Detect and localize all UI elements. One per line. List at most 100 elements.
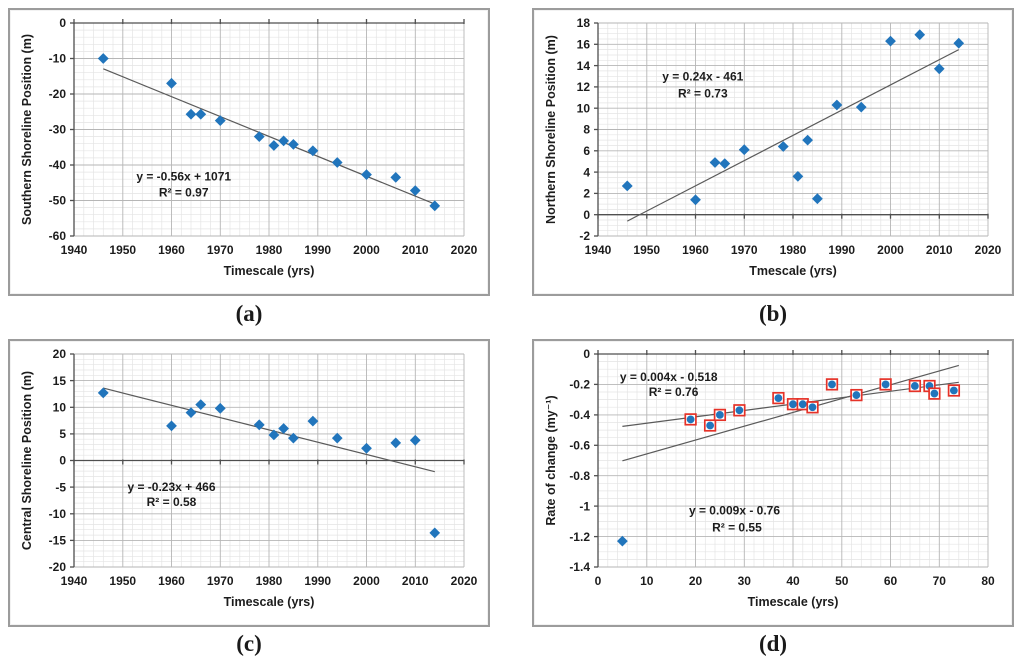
svg-text:2010: 2010 <box>402 574 429 588</box>
svg-text:0: 0 <box>595 574 602 588</box>
caption-d: (d) <box>758 631 788 656</box>
svg-text:14: 14 <box>577 59 591 73</box>
svg-text:-20: -20 <box>49 87 67 101</box>
svg-text:2000: 2000 <box>353 243 380 257</box>
svg-text:y = -0.56x + 1071: y = -0.56x + 1071 <box>136 169 231 183</box>
svg-text:1950: 1950 <box>633 243 660 257</box>
svg-text:1940: 1940 <box>585 243 612 257</box>
svg-text:1960: 1960 <box>682 243 709 257</box>
svg-text:R² = 0.73: R² = 0.73 <box>678 86 728 100</box>
chart-panel-central-shoreline: 1940 1950 1960 1970 1980 1990 2000 2010 2020 -20-… <box>8 339 490 627</box>
chart-panel-southern-shoreline: 1940 1950 1960 1970 1980 1990 2000 2010 2020 -60 -… <box>8 8 490 296</box>
svg-text:2: 2 <box>583 187 590 201</box>
svg-text:-2: -2 <box>579 229 590 243</box>
svg-text:0: 0 <box>583 208 590 222</box>
svg-text:2010: 2010 <box>926 243 953 257</box>
svg-text:1990: 1990 <box>304 243 331 257</box>
svg-text:Rate of change (my⁻¹): Rate of change (my⁻¹) <box>544 395 558 525</box>
svg-text:y = 0.004x - 0.518: y = 0.004x - 0.518 <box>620 370 718 384</box>
svg-text:Timescale (yrs): Timescale (yrs) <box>224 595 315 609</box>
svg-text:-0.6: -0.6 <box>569 438 590 452</box>
svg-text:1980: 1980 <box>256 243 283 257</box>
svg-text:-5: -5 <box>55 480 66 494</box>
svg-text:-10: -10 <box>49 52 67 66</box>
svg-text:1970: 1970 <box>207 574 234 588</box>
svg-text:Central Shoreline Position (m): Central Shoreline Position (m) <box>20 371 34 550</box>
scatter-chart-central-shoreline: 1940 1950 1960 1970 1980 1990 2000 2010 2020-20-… <box>20 347 478 609</box>
svg-text:10: 10 <box>577 101 591 115</box>
svg-text:1970: 1970 <box>207 243 234 257</box>
svg-text:0: 0 <box>59 16 66 30</box>
caption-a: (a) <box>235 301 263 326</box>
svg-text:1980: 1980 <box>256 574 283 588</box>
svg-text:2020: 2020 <box>451 243 478 257</box>
svg-text:-1.2: -1.2 <box>569 530 590 544</box>
svg-text:1950: 1950 <box>109 574 136 588</box>
svg-text:4: 4 <box>583 165 590 179</box>
svg-text:6: 6 <box>583 144 590 158</box>
svg-text:1960: 1960 <box>158 574 185 588</box>
svg-text:5: 5 <box>59 427 66 441</box>
svg-text:-1: -1 <box>579 499 590 513</box>
scatter-chart-rate-of-change: 0 10 20 30 40 50 60 70 80 -1.4 -1.2 -1 -0.8 -0.6 -0.4 -… <box>544 347 995 609</box>
svg-text:1950: 1950 <box>109 243 136 257</box>
svg-text:2000: 2000 <box>877 243 904 257</box>
svg-text:-10: -10 <box>49 507 67 521</box>
svg-text:2010: 2010 <box>402 243 429 257</box>
svg-text:80: 80 <box>981 574 995 588</box>
svg-text:Timescale (yrs): Timescale (yrs) <box>748 595 839 609</box>
svg-text:2000: 2000 <box>353 574 380 588</box>
svg-text:-30: -30 <box>49 123 67 137</box>
svg-text:-1.4: -1.4 <box>569 560 590 574</box>
svg-text:Tmescale (yrs): Tmescale (yrs) <box>749 264 837 278</box>
chart-panel-northern-shoreline: 1940 1950 1960 1970 1980 1990 2000 2010 2020 -2 0 2… <box>532 8 1014 296</box>
svg-text:-50: -50 <box>49 194 67 208</box>
svg-text:-0.2: -0.2 <box>569 378 590 392</box>
svg-text:Northern Shoreline Position (m: Northern Shoreline Position (m) <box>544 35 558 224</box>
svg-text:10: 10 <box>53 400 67 414</box>
svg-text:-60: -60 <box>49 229 67 243</box>
svg-text:50: 50 <box>835 574 849 588</box>
svg-text:40: 40 <box>786 574 800 588</box>
scatter-chart-northern-shoreline: 1940 1950 1960 1970 1980 1990 2000 2010 2020 -2 0 2… <box>544 16 1002 278</box>
svg-text:-0.4: -0.4 <box>569 408 590 422</box>
svg-text:-40: -40 <box>49 158 67 172</box>
svg-text:16: 16 <box>577 38 591 52</box>
svg-text:60: 60 <box>884 574 898 588</box>
svg-text:1940: 1940 <box>61 574 88 588</box>
caption-b: (b) <box>758 301 788 326</box>
svg-text:8: 8 <box>583 123 590 137</box>
svg-text:0: 0 <box>583 347 590 361</box>
svg-text:2020: 2020 <box>451 574 478 588</box>
svg-text:70: 70 <box>933 574 947 588</box>
svg-text:-20: -20 <box>49 560 67 574</box>
svg-text:y = 0.009x - 0.76: y = 0.009x - 0.76 <box>689 504 780 518</box>
svg-text:12: 12 <box>577 80 591 94</box>
chart-panel-rate-of-change: 0 10 20 30 40 50 60 70 80 -1.4 -1.2 -1 -0.8 -0.6 -0.4 -… <box>532 339 1014 627</box>
scatter-chart-southern-shoreline: 1940 1950 1960 1970 1980 1990 2000 2010 2020 -60 -… <box>20 16 478 278</box>
svg-text:R² = 0.76: R² = 0.76 <box>649 385 699 399</box>
svg-text:2020: 2020 <box>975 243 1002 257</box>
svg-text:1990: 1990 <box>828 243 855 257</box>
svg-text:-0.8: -0.8 <box>569 469 590 483</box>
svg-text:Southern Shoreline Position (m: Southern Shoreline Position (m) <box>20 34 34 225</box>
svg-text:1940: 1940 <box>61 243 88 257</box>
svg-text:1990: 1990 <box>304 574 331 588</box>
svg-text:R² = 0.58: R² = 0.58 <box>147 495 197 509</box>
svg-text:-15: -15 <box>49 534 67 548</box>
svg-text:y = 0.24x - 461: y = 0.24x - 461 <box>662 69 743 83</box>
svg-text:1980: 1980 <box>780 243 807 257</box>
svg-text:0: 0 <box>59 454 66 468</box>
svg-text:R² = 0.55: R² = 0.55 <box>712 520 762 534</box>
svg-text:1970: 1970 <box>731 243 758 257</box>
svg-text:18: 18 <box>577 16 591 30</box>
svg-text:y = -0.23x + 466: y = -0.23x + 466 <box>127 480 215 494</box>
svg-text:R² = 0.97: R² = 0.97 <box>159 186 209 200</box>
svg-text:10: 10 <box>640 574 654 588</box>
svg-text:30: 30 <box>738 574 752 588</box>
svg-text:1960: 1960 <box>158 243 185 257</box>
svg-text:15: 15 <box>53 374 67 388</box>
svg-text:Timescale (yrs): Timescale (yrs) <box>224 264 315 278</box>
svg-text:20: 20 <box>53 347 67 361</box>
caption-c: (c) <box>236 631 262 656</box>
